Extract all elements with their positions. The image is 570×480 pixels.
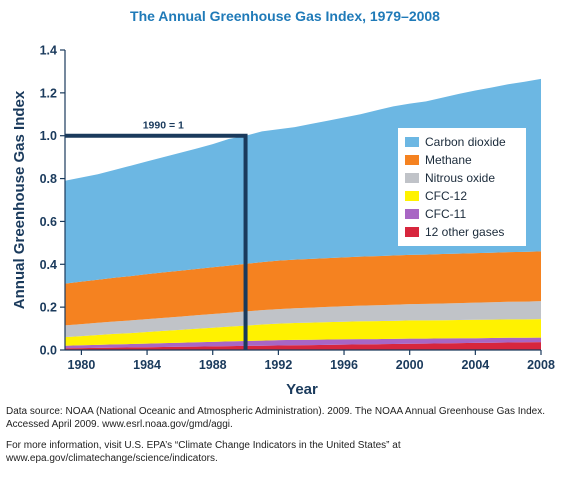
legend-swatch-nitrous-oxide <box>405 173 419 183</box>
x-tick-label: 2000 <box>396 358 424 372</box>
legend-swatch-methane <box>405 155 419 165</box>
reference-line <box>65 133 248 350</box>
y-tick-label: 0.2 <box>40 301 57 315</box>
area-cfc-12 <box>65 319 541 346</box>
x-axis-label: Year <box>286 381 318 398</box>
x-axis-ticks: 1980 1984 1988 1992 1996 2000 2004 2008 <box>68 350 555 372</box>
legend-box <box>398 128 526 246</box>
footnotes: Data source: NOAA (National Oceanic and … <box>6 406 564 474</box>
legend-swatch-cfc-11 <box>405 209 419 219</box>
area-12-other-gases <box>65 342 541 350</box>
area-cfc-11 <box>65 337 541 349</box>
y-tick-label: 0.6 <box>40 215 57 229</box>
y-tick-label: 0.0 <box>40 344 57 358</box>
y-tick-label: 1.2 <box>40 86 57 100</box>
axes <box>64 50 541 351</box>
legend-swatch-12-other-gases <box>405 227 419 237</box>
x-tick-label: 1980 <box>68 358 96 372</box>
area-nitrous-oxide <box>65 301 541 338</box>
y-axis-ticks: 0.0 0.2 0.4 0.6 0.8 1.0 1.2 1.4 <box>40 44 65 358</box>
data-source-note: Data source: NOAA (National Oceanic and … <box>6 406 545 430</box>
reference-line-label: 1990 = 1 <box>143 120 184 132</box>
legend-label-cfc-11: CFC-11 <box>425 207 466 221</box>
x-tick-label: 1996 <box>330 358 358 372</box>
legend-label-carbon-dioxide: Carbon dioxide <box>425 135 506 149</box>
legend-label-methane: Methane <box>425 153 472 167</box>
y-tick-label: 1.0 <box>40 129 57 143</box>
x-tick-label: 1992 <box>264 358 292 372</box>
legend-swatch-carbon-dioxide <box>405 137 419 147</box>
x-tick-label: 1988 <box>199 358 227 372</box>
reference-line-group: 1990 = 1 <box>65 120 248 350</box>
x-tick-label: 1984 <box>133 358 161 372</box>
legend-label-12-other-gases: 12 other gases <box>425 225 504 239</box>
legend: Carbon dioxide Methane Nitrous oxide CFC-12… <box>398 128 526 246</box>
legend-label-cfc-12: CFC-12 <box>425 189 467 203</box>
more-info-note: For more information, visit U.S. EPA’s “… <box>6 440 401 464</box>
legend-swatch-cfc-12 <box>405 191 419 201</box>
y-tick-label: 1.4 <box>40 44 57 58</box>
area-methane <box>65 251 541 326</box>
legend-label-nitrous-oxide: Nitrous oxide <box>425 171 495 185</box>
y-tick-label: 0.8 <box>40 172 57 186</box>
x-tick-label: 2004 <box>461 358 489 372</box>
y-tick-label: 0.4 <box>40 258 57 272</box>
chart-title: The Annual Greenhouse Gas Index, 1979–20… <box>130 8 440 24</box>
chart: The Annual Greenhouse Gas Index, 1979–20… <box>11 8 555 398</box>
y-axis-label: Annual Greenhouse Gas Index <box>11 90 28 309</box>
x-tick-label: 2008 <box>527 358 555 372</box>
